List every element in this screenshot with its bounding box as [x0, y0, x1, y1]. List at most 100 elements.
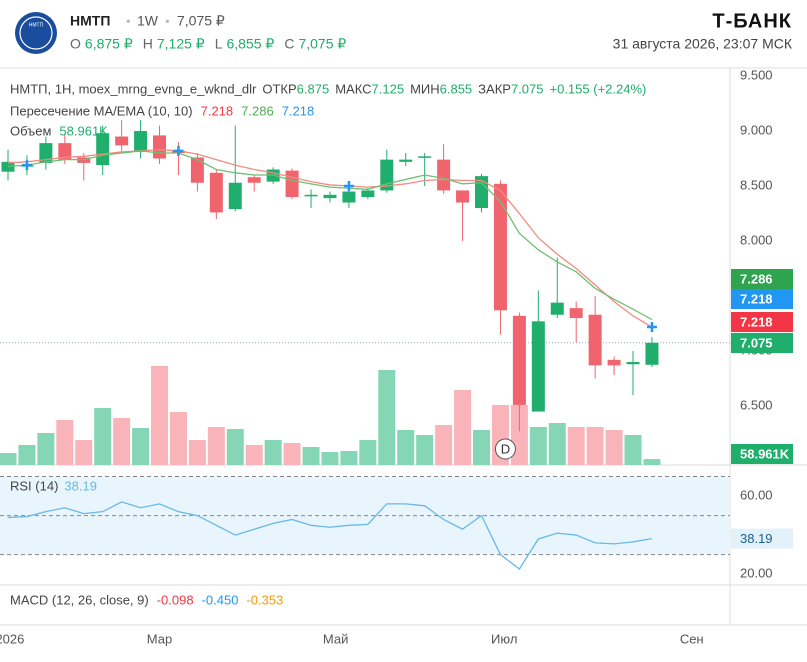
- price: 7,075 ₽: [177, 13, 225, 29]
- ma-label: 7.218: [740, 314, 773, 329]
- ohlc-key: L: [215, 36, 223, 52]
- ema-label: 7.286: [740, 271, 773, 286]
- candle-body: [153, 135, 167, 159]
- legend-volume-value: 58.961K: [59, 123, 108, 138]
- separator: •: [126, 13, 131, 28]
- volume-bar: [245, 445, 263, 465]
- signal-label: 7.218: [740, 291, 773, 306]
- volume-bar: [56, 420, 74, 465]
- volume-bars: [0, 366, 661, 465]
- volume-bar: [75, 440, 93, 465]
- y-tick-label: 9.500: [740, 67, 773, 82]
- annotation-text: D: [501, 441, 510, 456]
- volume-bar: [340, 451, 358, 465]
- volume-bar: [397, 430, 415, 465]
- volume-bar: [529, 427, 547, 465]
- x-tick-label: Май: [323, 631, 348, 646]
- legend-value: 6.875: [297, 81, 330, 96]
- legend-ma-value: 7.218: [201, 103, 234, 118]
- candle-body: [512, 315, 526, 405]
- brand: Т-БАНК: [712, 10, 792, 32]
- volume-bar: [264, 440, 282, 465]
- ohlc-value: 7,125 ₽: [157, 36, 205, 52]
- ohlc-key: C: [284, 36, 294, 52]
- y-tick-label: 6.500: [740, 397, 773, 412]
- volume-bar: [567, 427, 585, 465]
- candle-body: [607, 359, 621, 366]
- volume-bar: [113, 418, 131, 465]
- rsi-label: 38.19: [740, 531, 773, 546]
- logo-ring: [19, 16, 53, 50]
- candle-body: [134, 131, 148, 152]
- y-tick-label: 8.500: [740, 177, 773, 192]
- candle-body: [569, 308, 583, 319]
- candle-body: [588, 314, 602, 366]
- candle-body: [323, 194, 337, 199]
- volume-bar: [435, 425, 453, 465]
- macd-title: MACD (12, 26, close, 9): [10, 592, 149, 607]
- legend-value: 6.855: [440, 81, 473, 96]
- volume-bar: [207, 427, 225, 465]
- volume-bar: [18, 445, 36, 465]
- volume-bar: [132, 428, 150, 465]
- volume-bar: [605, 430, 623, 465]
- volume-bar: [94, 408, 112, 465]
- candle-body: [304, 194, 318, 197]
- logo-text: НМТП: [29, 22, 44, 28]
- x-tick-label: Июл: [491, 631, 517, 646]
- candle-body: [418, 156, 432, 158]
- ticker: НМТП: [70, 13, 110, 29]
- volume-bar: [0, 453, 17, 465]
- x-tick-label: 2026: [0, 631, 24, 646]
- volume-bar: [643, 459, 661, 465]
- candle-body: [550, 302, 564, 315]
- volume-bar: [283, 443, 301, 465]
- candle-body: [475, 176, 488, 209]
- ohlc-value: 6,875 ₽: [85, 36, 133, 52]
- interval: 1W: [137, 13, 159, 29]
- macd-value: -0.450: [202, 592, 239, 607]
- volume-bar: [473, 430, 490, 465]
- rsi-tick-label: 20.00: [740, 566, 773, 581]
- rsi-line: [7, 501, 653, 570]
- ohlc-value: 7,075 ₽: [298, 36, 346, 52]
- signal-label-bg: [731, 289, 793, 309]
- candle-body: [626, 362, 640, 365]
- signal-cross: [343, 181, 354, 192]
- volume-bar: [548, 423, 566, 465]
- candle-body: [115, 136, 129, 146]
- rsi-title: RSI (14): [10, 478, 58, 493]
- ohlc-key: H: [143, 36, 153, 52]
- legend-key: МАКС: [335, 81, 371, 96]
- separator: •: [165, 13, 170, 28]
- close-label: 7.075: [740, 335, 773, 350]
- volume-bar: [188, 440, 206, 465]
- candle-body: [228, 182, 242, 210]
- legend-value: 7.075: [511, 81, 544, 96]
- ema-label-bg: [731, 269, 793, 289]
- ohlc-key: O: [70, 36, 81, 52]
- candle-body: [58, 143, 72, 160]
- legend-key: ЗАКР: [478, 81, 511, 96]
- volume-bar: [359, 440, 377, 465]
- candle-body: [342, 191, 356, 203]
- rsi-tick-label: 60.00: [740, 488, 773, 503]
- candle-body: [190, 157, 204, 183]
- signal-cross: [646, 322, 657, 333]
- volume-bar: [378, 370, 396, 465]
- y-tick-label: 9.000: [740, 122, 773, 137]
- candle-body: [39, 143, 53, 163]
- datetime: 31 августа 2026, 23:07 МСК: [613, 36, 793, 52]
- legend-volume-title: Объем: [10, 123, 51, 138]
- volume-bar: [586, 427, 604, 465]
- candle-body: [437, 159, 451, 191]
- close-label-bg: [731, 333, 793, 353]
- signal-cross: [21, 160, 32, 171]
- volume-bar: [624, 435, 642, 465]
- legend-ma-title: Пересечение MA/EMA (10, 10): [10, 103, 193, 118]
- logo: [15, 12, 57, 54]
- rsi-value: 38.19: [64, 478, 97, 493]
- ohlc-value: 6,855 ₽: [227, 36, 275, 52]
